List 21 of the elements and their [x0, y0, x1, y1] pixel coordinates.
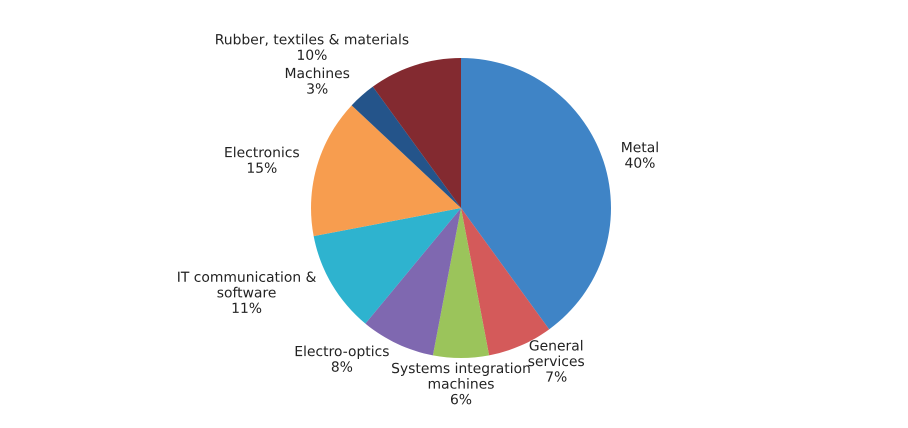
data-label: 7% [546, 371, 566, 382]
data-label: 15% [248, 162, 276, 173]
pie-slice [352, 86, 461, 208]
data-label: 3% [307, 83, 328, 94]
slice-label: Systems integration machines [392, 362, 530, 389]
slice-label: Electro-optics [296, 346, 389, 359]
data-label: 8% [332, 361, 352, 372]
pie-slice [461, 58, 611, 330]
slice-label: General services [528, 340, 584, 366]
slice-label: Electronics [225, 146, 299, 158]
data-label: 40% [625, 157, 655, 168]
pie-slice [372, 58, 461, 208]
slice-label: Machines [286, 67, 350, 78]
pie-slice [311, 105, 461, 236]
data-label: 6% [450, 394, 472, 404]
slice-label: Metal [622, 142, 658, 152]
slice-label: Rubber, textiles & materials [216, 34, 408, 46]
slice-label: IT communication & software [178, 271, 316, 298]
data-label: 10% [298, 50, 327, 60]
pie-slice [432, 208, 490, 358]
data-label: 11% [232, 302, 262, 314]
